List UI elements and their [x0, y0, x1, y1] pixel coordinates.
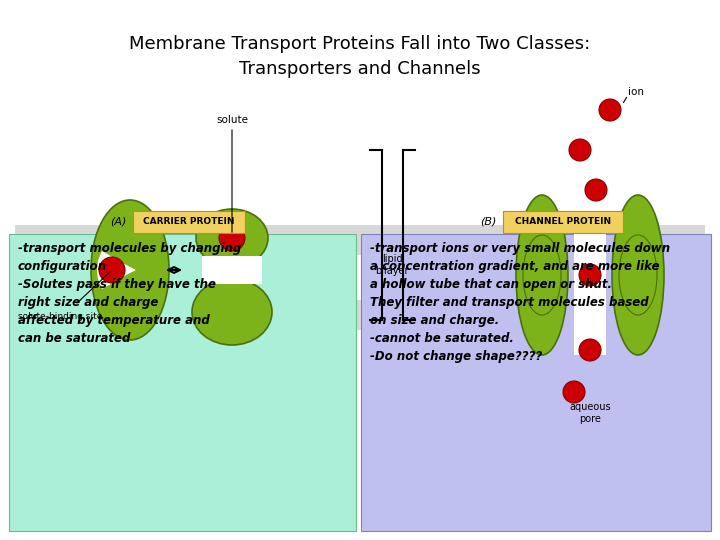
Circle shape [585, 179, 607, 201]
Circle shape [219, 225, 245, 251]
Bar [578, 235, 602, 315]
FancyBboxPatch shape [361, 234, 711, 531]
Ellipse shape [619, 235, 657, 315]
Circle shape [569, 139, 591, 161]
Ellipse shape [91, 200, 169, 340]
Ellipse shape [192, 279, 272, 345]
Bar [202, 256, 262, 284]
Text: CARRIER PROTEIN: CARRIER PROTEIN [143, 218, 235, 226]
Ellipse shape [516, 195, 568, 355]
Text: aqueous
pore: aqueous pore [570, 402, 611, 424]
Text: -transport molecules by changing
configuration
-Solutes pass if they have the
ri: -transport molecules by changing configu… [18, 242, 241, 345]
Text: -transport ions or very small molecules down
a concentration gradient, and are m: -transport ions or very small molecules … [370, 242, 670, 363]
Text: ion: ion [628, 87, 644, 97]
Circle shape [579, 264, 601, 286]
Ellipse shape [523, 235, 561, 315]
Text: lipid
bilayer: lipid bilayer [375, 254, 409, 276]
Text: solute: solute [216, 115, 248, 125]
FancyBboxPatch shape [503, 211, 623, 233]
Circle shape [99, 257, 125, 283]
Ellipse shape [196, 209, 268, 267]
Text: (A): (A) [110, 217, 126, 227]
Text: Membrane Transport Proteins Fall into Two Classes:
Transporters and Channels: Membrane Transport Proteins Fall into Tw… [130, 35, 590, 78]
Circle shape [563, 381, 585, 403]
Wedge shape [97, 251, 135, 289]
Polygon shape [115, 262, 135, 278]
Text: CHANNEL PROTEIN: CHANNEL PROTEIN [515, 218, 611, 226]
Text: (B): (B) [480, 217, 496, 227]
Text: solute-binding site: solute-binding site [18, 312, 102, 321]
Bar [15, 300, 705, 330]
Bar [15, 225, 705, 255]
FancyBboxPatch shape [9, 234, 356, 531]
FancyBboxPatch shape [133, 211, 245, 233]
Circle shape [579, 339, 601, 361]
Ellipse shape [612, 195, 664, 355]
Circle shape [599, 99, 621, 121]
Bar [574, 195, 606, 355]
